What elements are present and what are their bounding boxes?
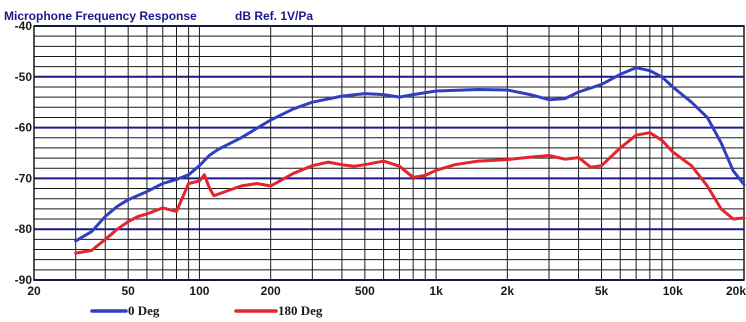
series-layer — [74, 66, 746, 255]
legend-label: 0 Deg — [128, 303, 160, 318]
series-line-180-deg — [74, 131, 746, 255]
y-tick-label: -90 — [15, 273, 33, 287]
legend: 0 Deg 180 Deg — [90, 303, 323, 318]
x-tick-label: 200 — [261, 284, 281, 298]
plot-area — [34, 26, 744, 280]
legend-label: 180 Deg — [278, 303, 323, 318]
x-tick-label: 20k — [726, 284, 746, 298]
x-tick-label: 100 — [189, 284, 209, 298]
y-tick-label: -40 — [15, 19, 33, 33]
x-tick-label: 1k — [429, 284, 443, 298]
x-tick-label: 5k — [595, 284, 609, 298]
x-tick-label: 10k — [663, 284, 683, 298]
x-tick-label: 500 — [355, 284, 375, 298]
y-axis-ticks: -40 -50 -60 -70 -80 -90 — [15, 19, 33, 287]
chart-subtitle: dB Ref. 1V/Pa — [235, 9, 313, 23]
y-tick-label: -70 — [15, 171, 33, 185]
plot-background — [34, 26, 744, 280]
series-line-0-deg — [74, 66, 746, 243]
x-tick-label: 2k — [501, 284, 515, 298]
plot-border — [33, 25, 745, 281]
x-axis-ticks: 20 50 100 200 500 1k 2k 5k 10k 20k — [27, 284, 746, 298]
y-tick-label: -60 — [15, 121, 33, 135]
y-tick-label: -50 — [15, 70, 33, 84]
x-tick-label: 20 — [27, 284, 41, 298]
chart-title: Microphone Frequency Response — [4, 9, 197, 23]
y-tick-label: -80 — [15, 222, 33, 236]
grid-lines — [33, 25, 745, 281]
x-tick-label: 50 — [121, 284, 135, 298]
